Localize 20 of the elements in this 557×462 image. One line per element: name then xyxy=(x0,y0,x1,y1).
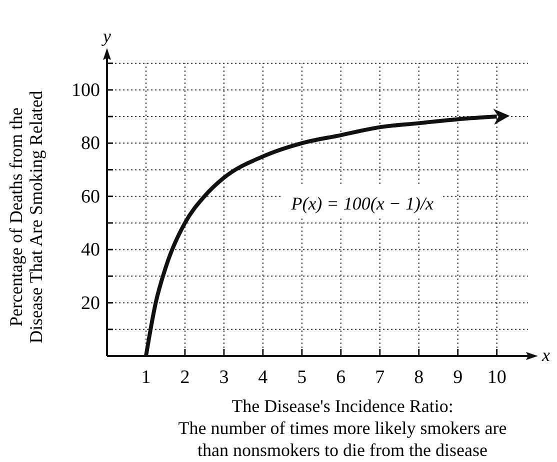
annotation: P(x) = 100(x − 1)/x xyxy=(290,193,434,214)
x-tick-label: 7 xyxy=(375,367,385,388)
y-tick-label: 100 xyxy=(72,80,100,101)
y-axis-title: Percentage of Deaths from the Disease That Are Smoking Related xyxy=(6,90,46,344)
y-tick-label: 60 xyxy=(81,186,100,208)
x-axis-title: The Disease's Incidence Ratio: The number of times more likely smokers are than nonsmokers to die from the disease xyxy=(178,396,507,460)
x-tick-label: 9 xyxy=(453,367,463,388)
text: x xyxy=(541,345,550,365)
y-tick-label: 40 xyxy=(81,240,100,261)
x-tick-label: 3 xyxy=(219,367,229,388)
y-tick-label: 20 xyxy=(81,292,100,314)
x-tick-label: 6 xyxy=(336,367,346,388)
text: y xyxy=(101,26,111,46)
x-tick-label: 2 xyxy=(180,367,190,388)
y-tick-label: 80 xyxy=(81,133,100,154)
x-tick-label: 4 xyxy=(258,367,268,388)
x-tick-label: 10 xyxy=(487,367,506,388)
x-tick-label: 5 xyxy=(297,367,307,388)
x-tick-label: 8 xyxy=(414,367,424,388)
x-tick-label: 1 xyxy=(141,367,151,388)
